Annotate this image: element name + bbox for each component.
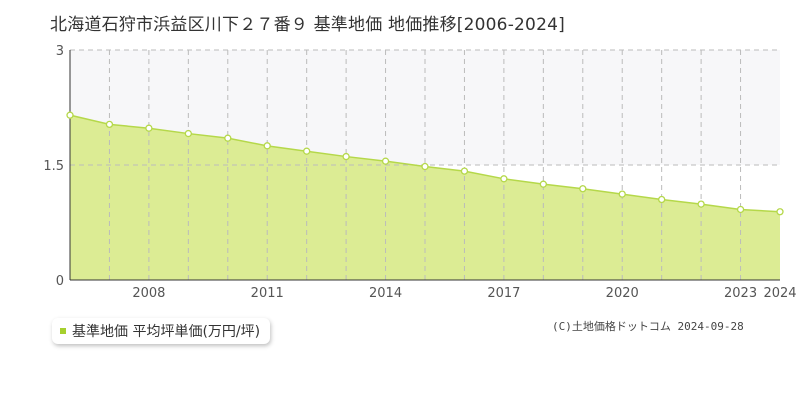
x-tick-label: 2017 [487,286,520,301]
legend-label: 基準地価 平均坪単価(万円/坪) [72,324,261,340]
y-tick-label: 0 [56,274,64,289]
data-point [618,190,626,198]
data-point [184,129,192,138]
data-point [145,124,153,132]
data-point [736,205,745,214]
data-point [342,152,350,161]
legend-swatch [60,328,66,334]
data-point [381,157,390,165]
x-tick-label: 2014 [369,286,402,301]
data-point [105,120,114,129]
x-tick-label: 2024 [763,286,796,301]
data-point [303,147,311,155]
y-tick-label: 3 [56,44,64,59]
y-tick-label: 1.5 [43,159,64,174]
data-point [658,195,666,204]
data-point [697,200,705,208]
data-point [66,111,74,119]
data-point [500,175,508,183]
data-point [224,134,232,142]
data-point [263,142,271,150]
x-tick-label: 2020 [606,286,639,301]
x-tick-label: 2011 [251,286,284,301]
data-point [539,180,547,188]
x-tick-label: 2023 [724,286,757,301]
data-point [579,185,587,193]
data-point [776,208,784,216]
x-tick-label: 2008 [132,286,165,301]
data-point [460,167,469,175]
copyright-text: (C)土地価格ドットコム 2024-09-28 [552,320,744,333]
chart-title: 北海道石狩市浜益区川下２７番９ 基準地価 地価推移[2006-2024] [50,15,565,35]
data-point [421,162,429,171]
legend: 基準地価 平均坪単価(万円/坪) [52,318,271,344]
